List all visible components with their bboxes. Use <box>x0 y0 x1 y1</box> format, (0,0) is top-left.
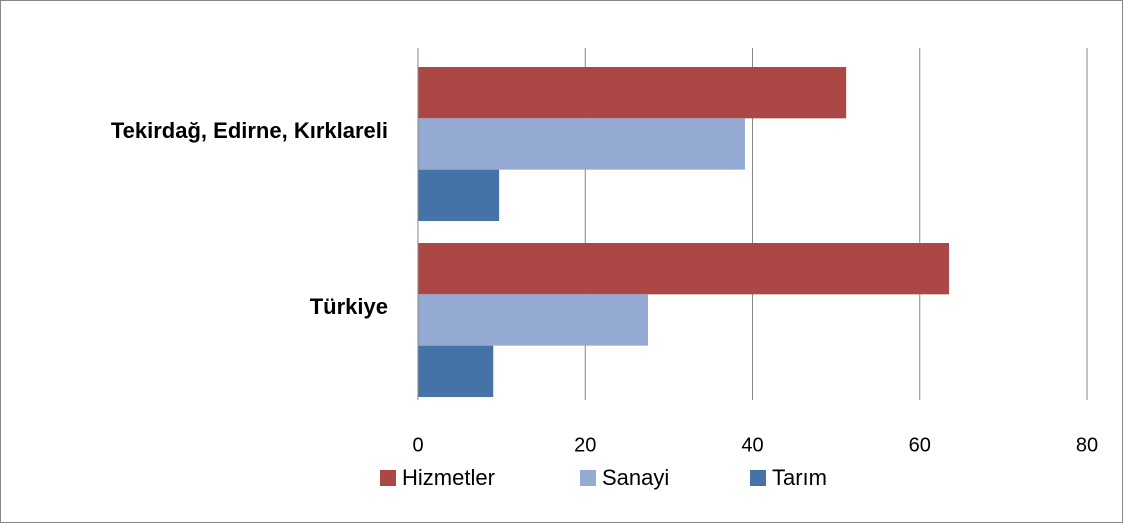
category-label: Türkiye <box>310 294 388 319</box>
bar <box>418 243 950 295</box>
x-tick-label: 20 <box>574 434 596 456</box>
bar <box>418 118 745 170</box>
legend-swatch <box>580 470 596 486</box>
legend-label: Hizmetler <box>402 465 495 490</box>
legend-swatch <box>380 470 396 486</box>
x-tick-label: 60 <box>909 434 931 456</box>
bar <box>418 67 847 119</box>
bar <box>418 169 500 221</box>
bar <box>418 345 494 397</box>
x-tick-label: 80 <box>1076 434 1098 456</box>
legend-label: Sanayi <box>602 465 669 490</box>
category-label: Tekirdağ, Edirne, Kırklareli <box>111 118 388 143</box>
x-tick-label: 0 <box>412 434 423 456</box>
legend-label: Tarım <box>772 465 827 490</box>
x-tick-label: 40 <box>741 434 763 456</box>
bar <box>418 294 648 346</box>
legend-swatch <box>750 470 766 486</box>
